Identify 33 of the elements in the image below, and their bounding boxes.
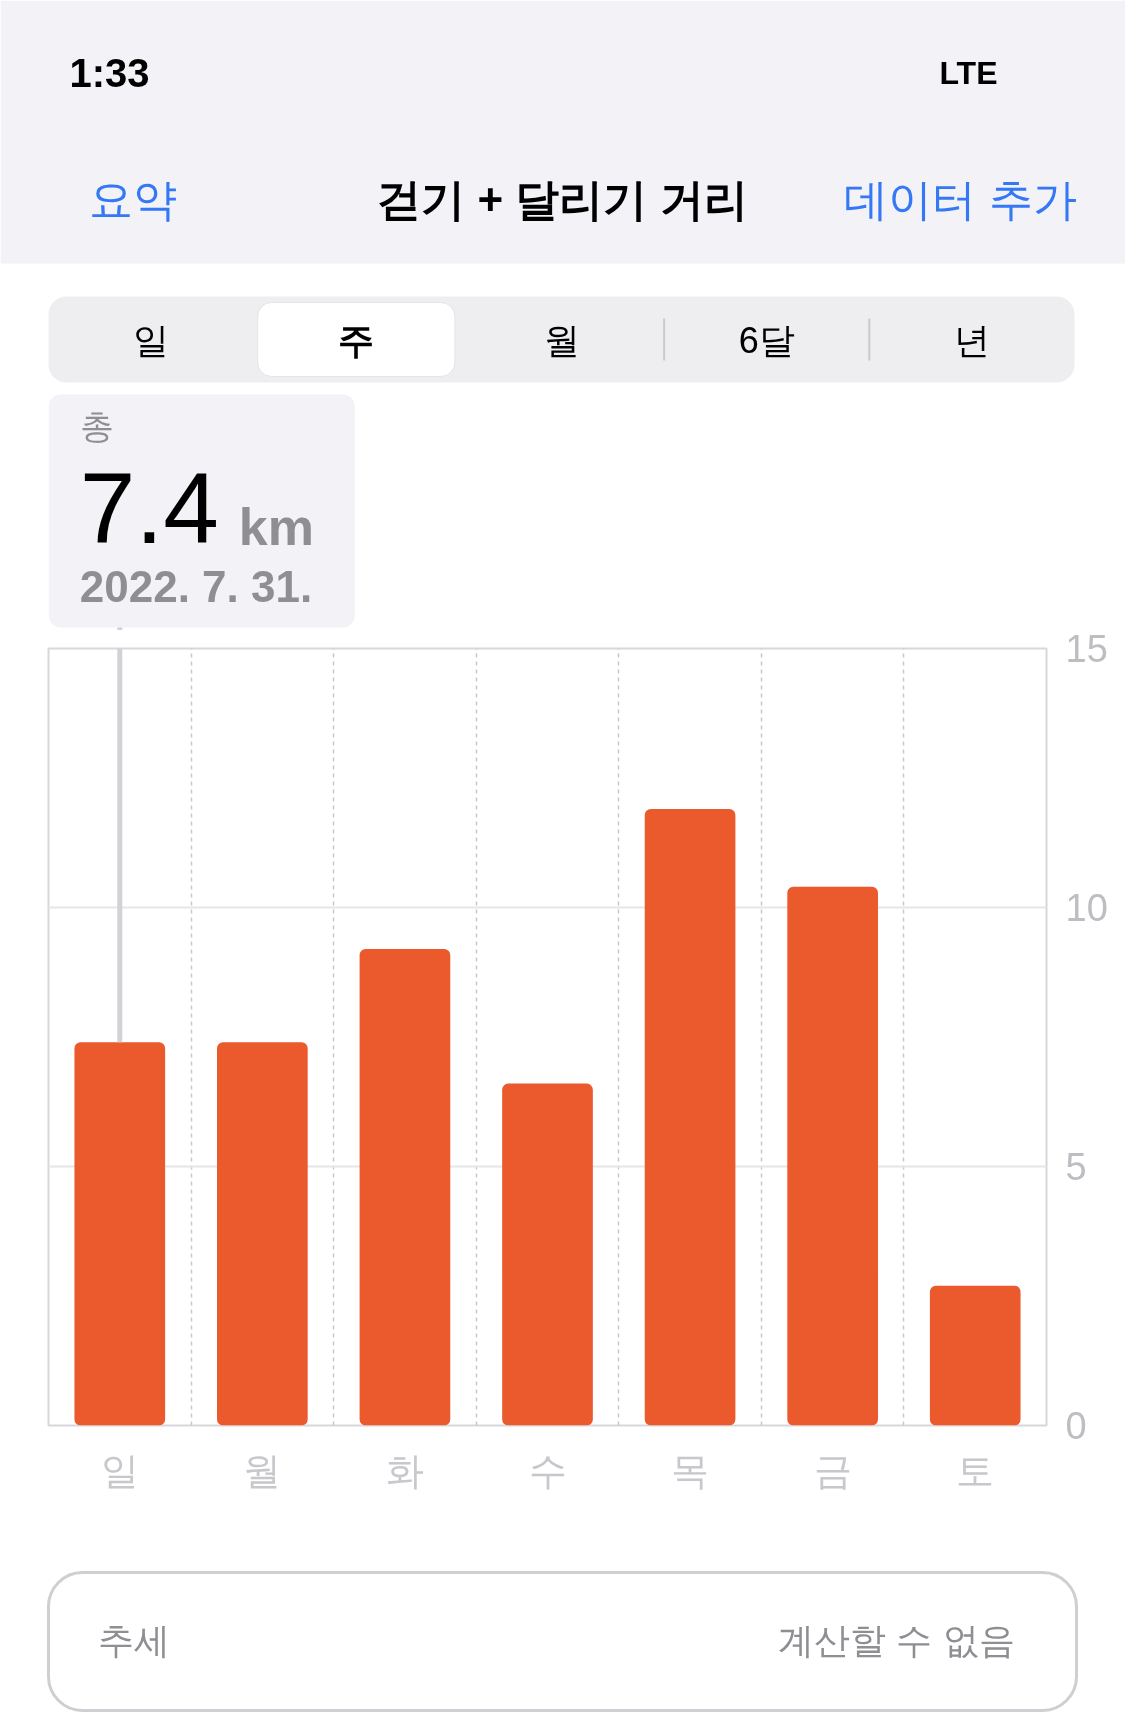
text: 주	[338, 320, 375, 361]
x-tick-label: 목	[671, 1449, 710, 1492]
text: 6달	[738, 320, 795, 361]
text: 월	[543, 320, 580, 361]
bar	[787, 886, 878, 1426]
x-tick-label: 일	[100, 1449, 139, 1492]
y-tick-label: 5	[1065, 1146, 1087, 1188]
bar	[217, 1042, 308, 1426]
x-tick-label: 금	[813, 1449, 852, 1492]
x-tick-label: 화	[385, 1449, 424, 1492]
x-tick-label: 수	[528, 1449, 567, 1492]
bar	[502, 1083, 593, 1426]
text: 2022. 7. 31.	[79, 562, 313, 611]
text: 추세	[97, 1620, 170, 1661]
text: 요약	[88, 175, 177, 224]
text: 총	[79, 406, 114, 445]
y-tick-label: 10	[1065, 887, 1108, 929]
annotation: 7.4 km	[79, 452, 314, 564]
y-tick-label: 0	[1065, 1405, 1087, 1447]
bar	[929, 1285, 1021, 1426]
bar	[74, 1042, 166, 1426]
text: 데이터 추가	[844, 175, 1077, 224]
x-tick-label: 토	[956, 1449, 995, 1492]
x-tick-label: 월	[243, 1449, 282, 1492]
bar	[644, 809, 736, 1426]
text: 년	[953, 320, 990, 361]
y-tick-label: 15	[1065, 628, 1108, 670]
chart-title: 걷기 + 달리기 거리	[377, 175, 748, 224]
text: 1:33	[69, 50, 150, 95]
text: LTE	[939, 54, 998, 91]
text: 계산할 수 없음	[778, 1620, 1015, 1661]
text: 일	[133, 320, 170, 361]
bar	[359, 948, 451, 1426]
